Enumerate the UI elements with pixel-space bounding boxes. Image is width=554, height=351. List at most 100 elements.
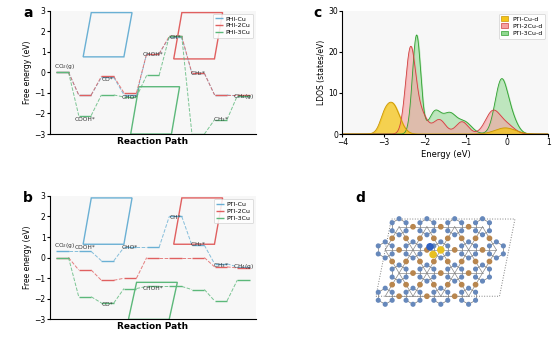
Circle shape: [432, 221, 435, 225]
PTI-3Cu: [188, 287, 195, 292]
Circle shape: [391, 275, 394, 279]
Circle shape: [453, 294, 457, 298]
Circle shape: [404, 298, 408, 302]
Circle shape: [460, 275, 464, 279]
Legend: PTI-Cu-d, PTI-2Cu-d, PTI-3Cu-d: PTI-Cu-d, PTI-2Cu-d, PTI-3Cu-d: [499, 14, 545, 39]
Text: CO*: CO*: [102, 77, 114, 81]
PHI-2Cu: [110, 74, 117, 79]
Circle shape: [467, 240, 470, 244]
PHI-3Cu: [188, 132, 195, 136]
PHI-Cu: [224, 93, 230, 97]
Circle shape: [446, 229, 450, 233]
Circle shape: [411, 225, 415, 229]
Circle shape: [391, 290, 394, 294]
Circle shape: [397, 217, 401, 220]
Text: d: d: [356, 191, 366, 205]
PTI-3Cu: [65, 256, 72, 260]
PTI-Cu: [234, 265, 240, 269]
Circle shape: [404, 290, 408, 294]
Circle shape: [404, 267, 408, 271]
Line: PTI-3Cu: PTI-3Cu: [56, 258, 250, 303]
Circle shape: [404, 259, 408, 264]
Circle shape: [488, 267, 491, 271]
Circle shape: [425, 279, 429, 283]
PHI-Cu: [65, 70, 72, 74]
Circle shape: [467, 286, 470, 290]
Circle shape: [376, 252, 380, 256]
Circle shape: [446, 298, 450, 302]
Circle shape: [432, 259, 436, 264]
PHI-Cu: [75, 93, 82, 97]
Circle shape: [425, 263, 429, 267]
Circle shape: [432, 252, 435, 256]
PHI-3Cu: [88, 113, 95, 118]
PTI-Cu: [110, 259, 117, 263]
Circle shape: [418, 221, 422, 225]
Circle shape: [432, 275, 435, 279]
Circle shape: [390, 283, 394, 287]
Circle shape: [459, 236, 464, 240]
Circle shape: [445, 283, 450, 287]
Circle shape: [474, 290, 478, 294]
PHI-3Cu: [156, 73, 162, 78]
Circle shape: [432, 229, 435, 233]
Circle shape: [446, 267, 450, 271]
Circle shape: [383, 240, 387, 244]
Circle shape: [397, 248, 401, 252]
PTI-3Cu: [121, 286, 127, 291]
PHI-Cu: [201, 71, 208, 75]
PTI-3Cu: [247, 278, 253, 283]
PTI-3Cu: [75, 294, 82, 299]
PTI-2Cu: [143, 256, 150, 260]
Circle shape: [425, 217, 429, 220]
Circle shape: [425, 248, 429, 252]
Circle shape: [481, 233, 484, 237]
Circle shape: [474, 221, 478, 225]
Circle shape: [474, 229, 478, 233]
PTI-2Cu: [201, 256, 208, 260]
Circle shape: [460, 290, 464, 294]
PTI-2Cu: [234, 266, 240, 270]
Circle shape: [432, 244, 435, 248]
Circle shape: [418, 244, 422, 248]
PHI-2Cu: [178, 34, 185, 38]
PTI-3Cu: [234, 278, 240, 283]
PTI-3Cu: [143, 284, 150, 289]
Circle shape: [391, 229, 394, 233]
PTI-Cu: [53, 249, 59, 253]
PTI-Cu: [188, 243, 195, 247]
Circle shape: [418, 298, 422, 302]
Circle shape: [425, 294, 429, 298]
Line: PHI-2Cu: PHI-2Cu: [56, 36, 250, 95]
PHI-3Cu: [178, 34, 185, 38]
Circle shape: [418, 290, 422, 294]
PHI-Cu: [166, 35, 173, 39]
Circle shape: [418, 275, 422, 279]
PTI-2Cu: [166, 256, 173, 260]
Circle shape: [427, 244, 433, 250]
Text: CH*: CH*: [170, 215, 181, 220]
Line: PHI-3Cu: PHI-3Cu: [56, 36, 250, 134]
PHI-2Cu: [224, 93, 230, 97]
Circle shape: [474, 275, 478, 279]
Circle shape: [459, 259, 464, 264]
Circle shape: [466, 225, 471, 229]
Circle shape: [481, 263, 484, 267]
Circle shape: [411, 286, 415, 290]
Text: a: a: [23, 6, 33, 20]
Y-axis label: LDOS (states/eV): LDOS (states/eV): [317, 40, 326, 105]
PHI-3Cu: [53, 70, 59, 74]
PTI-3Cu: [98, 301, 105, 305]
Y-axis label: Free energy (eV): Free energy (eV): [23, 41, 32, 104]
Circle shape: [391, 267, 394, 271]
Circle shape: [404, 252, 408, 256]
Circle shape: [397, 279, 401, 283]
Circle shape: [466, 271, 471, 275]
Circle shape: [404, 236, 408, 240]
Text: COOH*: COOH*: [75, 117, 95, 122]
Circle shape: [501, 252, 505, 256]
Circle shape: [460, 252, 464, 256]
PTI-Cu: [75, 249, 82, 253]
Circle shape: [480, 248, 485, 252]
Circle shape: [488, 236, 491, 240]
